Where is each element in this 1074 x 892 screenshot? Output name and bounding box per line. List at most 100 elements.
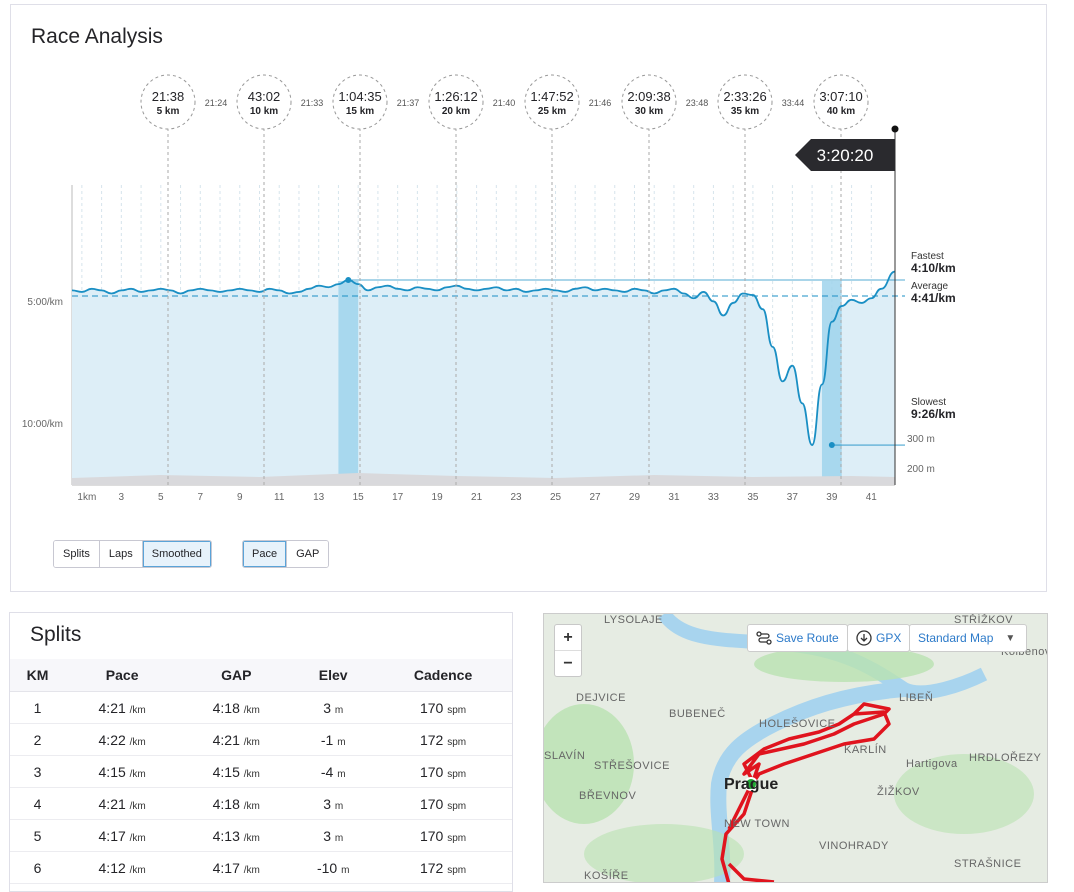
zoom-out-button[interactable]: − — [563, 654, 573, 672]
table-row: 3 4:15 /km 4:15 /km -4 m 170 spm — [10, 755, 512, 788]
map-place-label: NEW TOWN — [724, 818, 790, 830]
park-area — [754, 646, 934, 682]
download-icon — [856, 630, 872, 646]
checkpoint-circle — [717, 74, 773, 130]
gap-cell: 4:21 /km — [179, 723, 294, 756]
splits-panel: Splits KM Pace GAP Elev Cadence 1 4:21 /km 4:… — [9, 612, 513, 892]
map-place-label: STŘEŠOVICE — [594, 760, 670, 772]
x-tick-label: 19 — [432, 492, 444, 503]
route-map[interactable]: LYSOLAJE STŘÍŽKOV DEJVICE BUBENEČ HOLEŠOVICE… — [543, 613, 1048, 883]
save-route-button[interactable]: Save Route — [747, 624, 848, 652]
map-style-label: Standard Map — [918, 631, 994, 645]
view-toggle-group: Splits Laps Smoothed — [53, 540, 212, 568]
x-tick-label: 27 — [589, 492, 601, 503]
highlight-band — [821, 280, 842, 485]
route-line — [727, 710, 891, 830]
checkpoint-time: 43:02 — [248, 89, 281, 104]
elevation-tick-label: 200 m — [907, 464, 935, 475]
map-place-label: LIBEŇ — [899, 692, 934, 704]
gap-cell: 4:17 /km — [179, 851, 294, 884]
pace-area — [72, 271, 895, 485]
segment-time: 21:33 — [301, 98, 324, 108]
gpx-button[interactable]: GPX — [847, 624, 911, 652]
pace-cell: 4:21 /km — [65, 691, 180, 724]
table-row: 6 4:12 /km 4:17 /km -10 m 172 spm — [10, 851, 512, 884]
km-cell: 2 — [10, 723, 66, 756]
pace-cell: 4:21 /km — [65, 787, 180, 820]
cadence-cell: 170 spm — [373, 819, 512, 852]
park-area — [544, 704, 634, 824]
view-splits-button[interactable]: Splits — [54, 541, 100, 567]
zoom-control: + − — [554, 624, 582, 677]
splits-title: Splits — [30, 623, 82, 646]
table-row: 4 4:21 /km 4:18 /km 3 m 170 spm — [10, 787, 512, 820]
checkpoint-distance: 30 km — [635, 106, 663, 117]
km-cell: 6 — [10, 851, 66, 884]
checkpoint-distance: 15 km — [346, 106, 374, 117]
metric-toggle-group: Pace GAP — [242, 540, 330, 568]
pace-line — [71, 270, 896, 446]
elev-cell: -1 m — [293, 723, 374, 756]
splits-table: KM Pace GAP Elev Cadence 1 4:21 /km 4:18 /km 3… — [10, 659, 512, 884]
view-smoothed-button[interactable]: Smoothed — [142, 541, 211, 567]
checkpoint-time: 3:07:10 — [819, 89, 862, 104]
segment-time: 21:37 — [397, 98, 420, 108]
checkpoint-distance: 35 km — [731, 106, 759, 117]
checkpoint-distance: 40 km — [827, 106, 855, 117]
checkpoint-circle — [236, 74, 292, 130]
map-style-select[interactable]: Standard Map ▼ — [909, 624, 1027, 652]
x-tick-label: 1km — [77, 492, 96, 503]
x-tick-label: 31 — [668, 492, 680, 503]
map-place-label: DEJVICE — [576, 692, 626, 704]
segment-time: 33:44 — [782, 98, 805, 108]
x-tick-label: 23 — [511, 492, 523, 503]
view-laps-button[interactable]: Laps — [99, 541, 143, 567]
zoom-in-button[interactable]: + — [555, 625, 581, 651]
map-place-label: HOLEŠOVICE — [759, 718, 836, 730]
slowest-value: 9:26/km — [911, 407, 956, 421]
segment-time: 21:46 — [589, 98, 612, 108]
river-vltava-south — [710, 681, 905, 882]
y-tick-label: 5:00/km — [27, 297, 63, 308]
column-header: Pace — [65, 659, 180, 692]
chevron-down-icon: ▼ — [1005, 632, 1016, 644]
y-tick-label: 10:00/km — [22, 419, 63, 430]
km-cell: 4 — [10, 787, 66, 820]
map-place-label: HRDLOŘEZY — [969, 752, 1042, 764]
checkpoint-circle — [524, 74, 580, 130]
map-place-label: KOŠÍŘE — [584, 870, 629, 882]
gap-cell: 4:18 /km — [179, 691, 294, 724]
map-place-label: STŘÍŽKOV — [954, 614, 1014, 626]
checkpoint-time: 1:26:12 — [434, 89, 477, 104]
checkpoint-distance: 25 km — [538, 106, 566, 117]
start-marker[interactable] — [744, 777, 758, 791]
x-tick-label: 13 — [313, 492, 325, 503]
map-place-label: VINOHRADY — [819, 840, 889, 852]
table-row: 5 4:17 /km 4:13 /km 3 m 170 spm — [10, 819, 512, 852]
x-tick-label: 11 — [274, 492, 285, 503]
column-header: Cadence — [373, 659, 512, 692]
elev-cell: -10 m — [293, 851, 374, 884]
checkpoint-circle — [428, 74, 484, 130]
x-tick-label: 5 — [158, 492, 164, 503]
elev-cell: 3 m — [293, 787, 374, 820]
average-label: Average — [911, 281, 949, 292]
slowest-label: Slowest — [911, 397, 946, 408]
map-canvas[interactable] — [544, 614, 1048, 883]
average-value: 4:41/km — [911, 291, 956, 305]
pace-cell: 4:22 /km — [65, 723, 180, 756]
finish-flag — [795, 139, 895, 171]
x-tick-label: 9 — [237, 492, 243, 503]
slowest-point — [828, 442, 835, 449]
map-place-label: KARLÍN — [844, 744, 887, 756]
metric-gap-button[interactable]: GAP — [287, 541, 329, 567]
cadence-cell: 170 spm — [373, 755, 512, 788]
x-tick-label: 15 — [353, 492, 365, 503]
metric-pace-button[interactable]: Pace — [243, 541, 288, 567]
map-place-label: LYSOLAJE — [604, 614, 663, 626]
finish-dot — [891, 125, 899, 133]
gap-cell: 4:13 /km — [179, 819, 294, 852]
segment-time: 21:24 — [205, 98, 228, 108]
checkpoint-circle — [332, 74, 388, 130]
checkpoint-time: 2:33:26 — [723, 89, 766, 104]
